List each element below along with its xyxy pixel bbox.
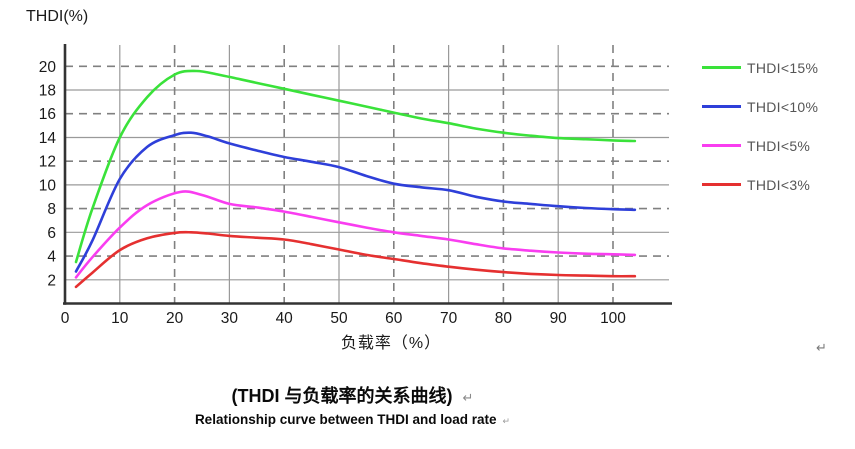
y-tick-label-14: 14 — [39, 130, 57, 147]
curve-thdi-5- — [74, 190, 637, 279]
paragraph-mark: ↵ — [462, 390, 474, 405]
caption-chinese-text: (THDI 与负载率的关系曲线) — [231, 386, 453, 406]
x-tick-label-50: 50 — [330, 310, 348, 327]
x-tick-label-40: 40 — [276, 310, 294, 327]
y-tick-label-10: 10 — [39, 177, 57, 194]
curve-thdi-15- — [74, 69, 637, 264]
y-tick-label-18: 18 — [39, 83, 56, 100]
legend-item-4: THDI<3% — [702, 165, 818, 204]
y-tick-label-20: 20 — [39, 59, 57, 76]
legend-swatch-line — [702, 66, 741, 69]
chart-legend: THDI<15% THDI<10% THDI<5% THDI<3% — [702, 48, 818, 204]
legend-item-2: THDI<10% — [702, 87, 818, 126]
x-tick-label-10: 10 — [111, 310, 129, 327]
caption-chinese: (THDI 与负载率的关系曲线) ↵ — [0, 382, 705, 408]
legend-swatch-line — [702, 183, 741, 186]
curve-thdi-3- — [74, 230, 637, 289]
y-tick-label-8: 8 — [47, 201, 56, 218]
legend-label: THDI<10% — [747, 98, 819, 115]
legend-swatch-line — [702, 105, 741, 108]
x-tick-label-20: 20 — [166, 310, 184, 327]
legend-label: THDI<5% — [747, 137, 811, 154]
x-tick-label-0: 0 — [61, 310, 70, 327]
x-axis-title: 负载率（%） — [340, 335, 442, 352]
legend-item-3: THDI<5% — [702, 126, 818, 165]
curve-thdi-10- — [74, 131, 637, 273]
paragraph-mark: ↵ — [816, 340, 827, 355]
x-tick-label-60: 60 — [385, 310, 403, 327]
legend-item-1: THDI<15% — [702, 48, 818, 87]
x-tick-label-30: 30 — [221, 310, 239, 327]
y-tick-label-12: 12 — [39, 154, 56, 171]
caption-english-text: Relationship curve between THDI and load… — [194, 412, 497, 427]
legend-label: THDI<3% — [747, 176, 811, 193]
y-tick-label-4: 4 — [47, 249, 56, 266]
y-tick-label-16: 16 — [39, 106, 56, 123]
x-tick-label-80: 80 — [495, 310, 513, 327]
y-axis-title: THDI(%) — [26, 8, 89, 25]
paragraph-mark: ↵ — [502, 416, 511, 426]
x-tick-label-100: 100 — [600, 310, 626, 327]
x-tick-label-90: 90 — [550, 310, 568, 327]
y-tick-label-2: 2 — [47, 272, 56, 289]
caption-english: Relationship curve between THDI and load… — [0, 412, 705, 427]
legend-swatch-line — [702, 144, 741, 147]
legend-label: THDI<15% — [747, 59, 819, 76]
x-tick-label-70: 70 — [440, 310, 458, 327]
y-tick-label-6: 6 — [47, 225, 56, 242]
